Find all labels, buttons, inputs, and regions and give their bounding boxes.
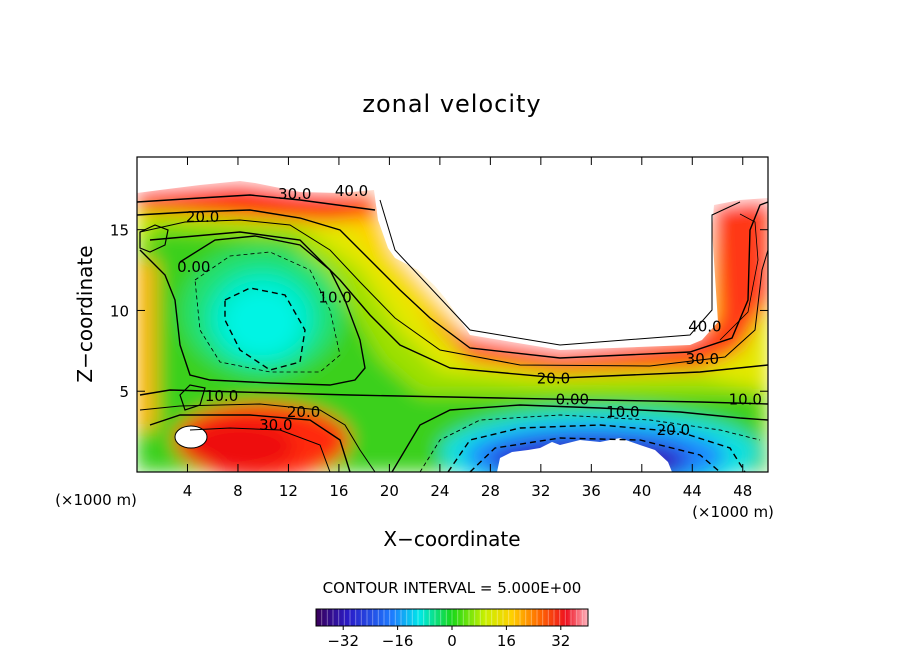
x-tick-label: 36	[582, 482, 601, 500]
contour-interval-text: CONTOUR INTERVAL = 5.000E+00	[323, 579, 582, 597]
colorbar: −32 −16 0 16 32	[315, 608, 589, 650]
x-tick-label: 20	[380, 482, 399, 500]
contour-label: 10.0	[205, 387, 238, 405]
contour-label: 10.0	[729, 390, 762, 408]
y-axis-label: Z−coordinate	[73, 245, 97, 382]
x-axis: 4 8 12 16 20 24 28 32 36 40 44 48	[183, 157, 752, 500]
contour-label: 0.00	[177, 258, 210, 276]
contour-label: 30.0	[278, 185, 311, 203]
colorbar-tick-label: 0	[447, 632, 457, 650]
contour-label: 20.0	[537, 369, 570, 387]
x-tick-label: 12	[279, 482, 298, 500]
x-unit-label-right: (×1000 m)	[692, 503, 774, 521]
contour-label: 20.0	[287, 403, 320, 421]
x-tick-label: 24	[430, 482, 449, 500]
colorbar-gradient	[316, 609, 588, 626]
y-tick-label: 15	[110, 222, 129, 240]
contour-label: 30.0	[686, 350, 719, 368]
contour-label: 10.0	[318, 289, 351, 307]
y-tick-label: 10	[110, 302, 129, 320]
x-tick-label: 28	[481, 482, 500, 500]
y-axis: 5 10 15	[110, 222, 768, 401]
contour-label: 30.0	[259, 416, 292, 434]
contour-label: 40.0	[335, 182, 368, 200]
colorbar-tick-label: −32	[327, 632, 359, 650]
chart-title: zonal velocity	[362, 90, 541, 118]
colorbar-ticks: −32 −16 0 16 32	[327, 626, 570, 650]
contour-label: 10.0	[606, 403, 639, 421]
x-tick-label: 48	[733, 482, 752, 500]
x-tick-label: 44	[683, 482, 702, 500]
velocity-field	[137, 157, 768, 472]
contour-label: 40.0	[688, 318, 721, 336]
colorbar-tick-label: −16	[382, 632, 414, 650]
x-tick-label: 8	[233, 482, 243, 500]
contour-label: 20.0	[186, 208, 219, 226]
contour-label: 0.00	[556, 390, 589, 408]
x-tick-label: 16	[329, 482, 348, 500]
contour-labels: 20.030.0 40.00.0010.010.030.020.020.00.00…	[177, 182, 762, 439]
x-tick-label: 40	[632, 482, 651, 500]
plot-frame	[136, 156, 769, 473]
contour-label: 20.0	[657, 421, 690, 439]
contour-lines	[137, 194, 768, 472]
colorbar-tick-label: 32	[551, 632, 570, 650]
y-tick-label: 5	[119, 383, 129, 401]
x-unit-label-left: (×1000 m)	[55, 491, 137, 509]
colorbar-tick-label: 16	[497, 632, 516, 650]
x-tick-label: 32	[531, 482, 550, 500]
x-tick-label: 4	[183, 482, 193, 500]
x-axis-label: X−coordinate	[383, 527, 520, 551]
